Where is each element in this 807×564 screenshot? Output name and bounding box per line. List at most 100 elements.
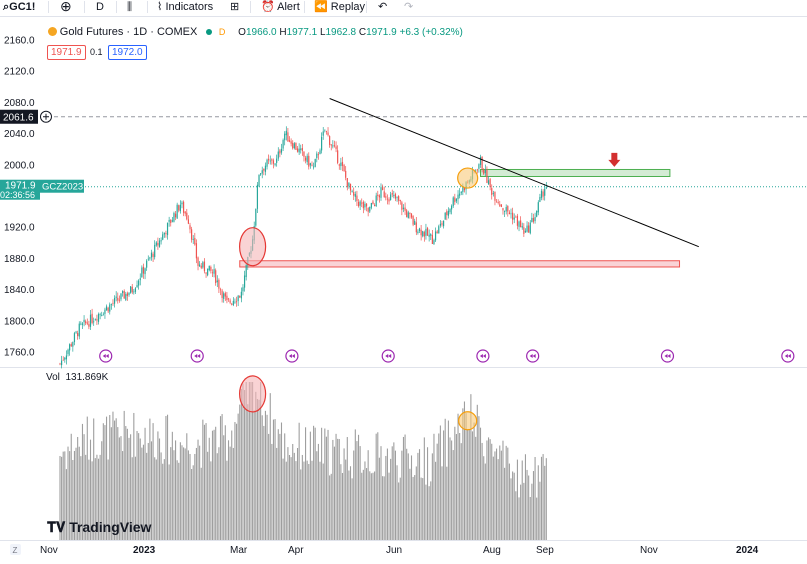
volume-bar (290, 457, 292, 540)
volume-bar (372, 472, 374, 540)
candle-body (332, 145, 334, 147)
volume-bar (64, 451, 66, 540)
layouts-button[interactable]: ⊞ (230, 0, 239, 16)
volume-bar (417, 452, 419, 540)
candle-body (102, 314, 104, 316)
chart-type-button[interactable]: ⫼ (127, 0, 132, 16)
volume-bar (402, 436, 405, 540)
volume-bar (183, 447, 185, 540)
plus-icon (43, 113, 49, 120)
volume-bar (81, 423, 84, 540)
candle-body (173, 212, 175, 222)
volume-bar (449, 437, 451, 540)
candle-body (479, 156, 482, 165)
candle-body (372, 201, 374, 205)
volume-bar (455, 434, 457, 540)
volume-bar (349, 466, 352, 540)
candle-body (414, 220, 416, 225)
candle-body (348, 182, 350, 187)
volume-bar (332, 439, 334, 540)
volume-bar (226, 460, 228, 540)
volume-bar (468, 429, 470, 540)
candle-body (529, 222, 531, 234)
volume-bar (197, 439, 199, 540)
scale-mode-button[interactable] (10, 544, 21, 555)
volume-bar (500, 450, 502, 540)
interval-button[interactable]: D (96, 1, 104, 13)
time-axis[interactable]: Nov 2023 Mar Apr Jun Aug Sep Nov 2024 Z (10, 544, 759, 556)
volume-bar (366, 468, 368, 540)
volume-bar (528, 475, 530, 540)
undo-button[interactable]: ↶ (378, 0, 387, 16)
compare-button[interactable]: ⊕ (60, 0, 72, 16)
candle-body (105, 306, 108, 311)
volume-bar (131, 457, 133, 540)
candle-body (455, 198, 458, 202)
candle-body (476, 169, 478, 171)
price-tick-label: 2160.0 (4, 36, 35, 47)
price-tick-label: 1800.0 (4, 316, 35, 327)
alert-button[interactable]: ⏰ Alert (261, 1, 300, 13)
candle-body (276, 158, 278, 163)
candle-body (391, 193, 393, 195)
volume-bar (439, 425, 441, 540)
replay-button[interactable]: ⏪ Replay (314, 1, 366, 13)
volume-bar (269, 393, 271, 540)
volume-bar (473, 422, 475, 540)
candle-body (309, 163, 311, 166)
volume-bar (505, 445, 507, 540)
candle-body (202, 262, 204, 268)
volume-bar (122, 451, 124, 540)
indicators-button[interactable]: ⌇ Indicators (157, 1, 214, 13)
volume-bar (117, 427, 119, 540)
volume-bar (208, 437, 210, 540)
candle-body (298, 148, 300, 153)
time-tick-label: Aug (483, 545, 501, 556)
symbol-search-button[interactable]: ⌕GC1! (3, 1, 36, 13)
volume-bar (540, 456, 543, 540)
candle-body (91, 313, 93, 323)
candle-body (234, 301, 236, 303)
volume-bar (268, 433, 270, 540)
volume-bar (102, 423, 104, 540)
volume-bar (59, 455, 61, 540)
volume-bar (436, 443, 438, 540)
candle-body (192, 238, 194, 240)
candle-body (264, 165, 267, 172)
volume-bar (123, 410, 125, 540)
volume-bar (354, 429, 356, 540)
buy-price-badge[interactable]: 1972.0 (108, 45, 147, 60)
candle-body (325, 130, 328, 132)
volume-bar (487, 437, 490, 540)
volume-bar (78, 446, 80, 540)
indicators-icon: ⌇ (157, 1, 163, 13)
volume-bar (492, 456, 494, 540)
volume-bar (242, 383, 244, 540)
volume-bar (93, 418, 95, 540)
candle-body (393, 195, 395, 197)
candle-body (279, 150, 281, 154)
volume-bar (67, 446, 69, 540)
volume-bar (184, 448, 186, 540)
volume-bar (73, 450, 75, 540)
volume-bar (276, 447, 278, 540)
volume-bar (77, 436, 79, 540)
candle-body (99, 314, 101, 316)
candle-body (451, 205, 453, 210)
sell-price-badge[interactable]: 1971.9 (47, 45, 86, 60)
candle-body (341, 161, 344, 166)
redo-button[interactable]: ↷ (404, 0, 413, 16)
candle-body (271, 159, 273, 161)
volume-bar (441, 466, 443, 540)
candle-body (62, 359, 64, 361)
candle-body (484, 169, 486, 174)
market-status-badge: D (218, 27, 226, 37)
candle-body (216, 280, 218, 283)
volume-bar (128, 437, 130, 540)
candle-body (182, 201, 185, 213)
candle-body (211, 272, 214, 274)
volume-bar (189, 453, 191, 540)
price-axis[interactable]: 2160.02120.02080.02040.02000.01960.01920… (0, 17, 84, 367)
candle-body (184, 211, 186, 214)
